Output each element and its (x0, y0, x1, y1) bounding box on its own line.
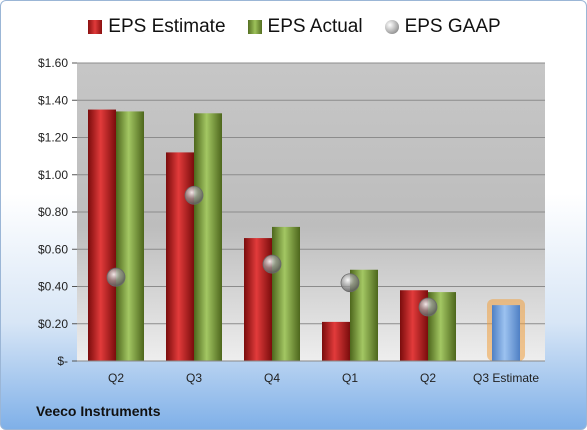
x-tick-label: Q3 Estimate (473, 371, 539, 385)
legend-swatch-eps-gaap (384, 20, 399, 34)
bar-q3-estimate (492, 305, 520, 361)
x-tick-label: Q2 (420, 371, 436, 385)
bar-eps-estimate (88, 109, 116, 361)
company-name: Veeco Instruments (36, 403, 161, 419)
y-tick-label: $0.40 (38, 280, 68, 294)
y-tick-label: $0.80 (38, 205, 68, 219)
bar-eps-estimate (166, 152, 194, 361)
y-tick-label: $1.60 (38, 56, 68, 70)
x-tick-label: Q3 (186, 371, 202, 385)
marker-eps-gaap (340, 273, 360, 293)
bars (88, 109, 525, 361)
legend-label-eps-estimate: EPS Estimate (108, 16, 226, 37)
marker-eps-gaap (418, 297, 438, 317)
y-tick-label: $0.20 (38, 317, 68, 331)
marker-eps-gaap (106, 267, 126, 287)
legend-item-eps-actual: EPS Actual (247, 16, 363, 38)
x-tick-label: Q2 (108, 371, 124, 385)
y-tick-label: $- (57, 354, 68, 368)
legend-item-eps-gaap: EPS GAAP (384, 16, 501, 38)
y-tick-label: $0.60 (38, 242, 68, 256)
gaap-markers (106, 185, 438, 317)
legend-label-eps-gaap: EPS GAAP (404, 16, 501, 37)
bar-eps-actual (194, 113, 222, 361)
x-axis-tick-labels: Q2 Q3 Q4 Q1 Q2 Q3 Estimate (108, 371, 539, 385)
bar-eps-estimate (322, 321, 350, 361)
legend-swatch-eps-actual (247, 20, 262, 34)
legend-item-eps-estimate: EPS Estimate (88, 16, 226, 38)
bar-eps-actual (116, 111, 144, 361)
legend-label-eps-actual: EPS Actual (267, 16, 363, 37)
y-axis-tick-labels: $- $0.20 $0.40 $0.60 $0.80 $1.00 $1.20 $1.40 $1.… (38, 56, 68, 368)
legend-swatch-eps-estimate (88, 20, 103, 34)
x-tick-label: Q4 (264, 371, 280, 385)
y-tick-label: $1.00 (38, 168, 68, 182)
marker-eps-gaap (262, 254, 282, 274)
bar-eps-actual (272, 226, 300, 361)
marker-eps-gaap (184, 185, 204, 205)
y-tick-label: $1.40 (38, 93, 68, 107)
y-tick-label: $1.20 (38, 131, 68, 145)
x-tick-label: Q1 (342, 371, 358, 385)
legend: EPS Estimate EPS Actual EPS GAAP (1, 16, 586, 38)
